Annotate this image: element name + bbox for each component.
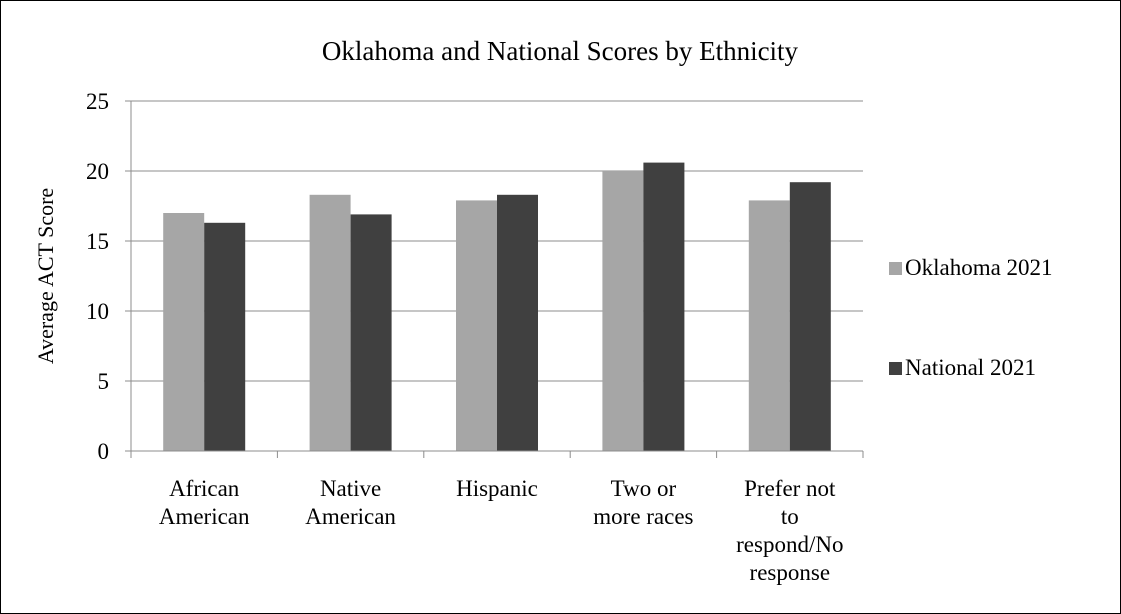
y-tick-label-0: 0 — [98, 439, 110, 464]
y-axis-label: Average ACT Score — [33, 188, 58, 364]
bar-oklahoma-3 — [602, 171, 644, 451]
y-tick-labels: 0 5 10 15 20 25 — [86, 89, 109, 464]
x-category-label-1: Native American — [305, 476, 396, 529]
y-tick-label-10: 10 — [86, 299, 109, 324]
bar-oklahoma-4 — [748, 200, 790, 451]
x-category-label-3: Two or more races — [593, 476, 693, 529]
y-tick-label-5: 5 — [98, 369, 110, 394]
bar-national-3 — [643, 162, 685, 451]
legend-label-0: Oklahoma 2021 — [905, 255, 1053, 280]
axes — [125, 100, 864, 458]
y-tick-label-15: 15 — [86, 229, 109, 254]
y-tick-label-20: 20 — [86, 159, 109, 184]
y-tick-label-25: 25 — [86, 89, 109, 114]
legend-swatch-0 — [889, 262, 902, 275]
legend-swatch-1 — [889, 362, 902, 375]
bar-oklahoma-0 — [163, 213, 205, 451]
legend-label-1: National 2021 — [905, 355, 1036, 380]
x-category-labels: African American Native American Hispanic Two… — [159, 476, 844, 585]
bar-national-2 — [497, 194, 538, 452]
x-category-label-2: Hispanic — [456, 476, 538, 501]
bars — [163, 162, 831, 452]
legend: Oklahoma 2021 National 2021 — [889, 255, 1053, 380]
x-category-label-0: African American — [159, 476, 250, 529]
chart-title: Oklahoma and National Scores by Ethnicit… — [322, 36, 799, 66]
bar-national-4 — [789, 182, 831, 451]
bar-national-1 — [350, 214, 392, 451]
x-category-label-4: Prefer not to respond/No response — [736, 476, 843, 585]
bar-oklahoma-1 — [309, 194, 351, 452]
bar-national-0 — [204, 222, 246, 451]
bar-oklahoma-2 — [456, 200, 497, 451]
